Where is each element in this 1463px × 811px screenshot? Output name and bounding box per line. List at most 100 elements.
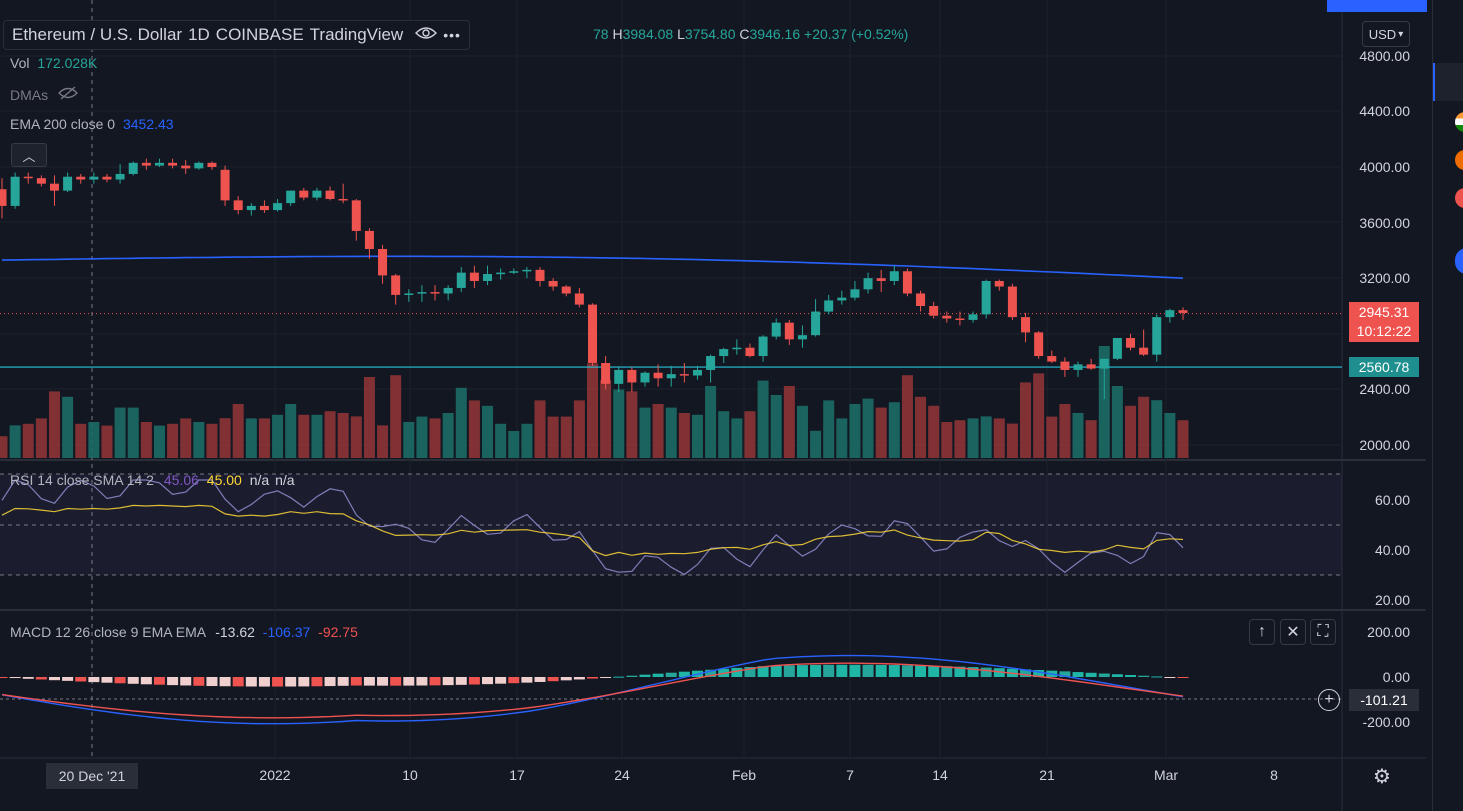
macd-value: -13.62 (215, 624, 255, 640)
macd-histogram-bar (153, 677, 165, 685)
symbol-title[interactable]: Ethereum / U.S. Dollar (12, 25, 183, 44)
candle-body (811, 311, 821, 336)
price-axis-label: 2400.00 (1359, 381, 1410, 398)
volume-bar (639, 407, 651, 458)
dmas-legend[interactable]: DMAs (10, 86, 78, 103)
candle-body (89, 176, 99, 180)
last-price-tag: 2945.31 10:12:22 (1349, 302, 1419, 342)
candle-body (942, 315, 952, 319)
date-axis-label: 17 (509, 767, 525, 783)
symbol-info-bar[interactable]: Ethereum / U.S. Dollar 1D COINBASE Tradi… (3, 20, 470, 50)
macd-histogram-bar (495, 677, 507, 684)
macd-histogram-bar (22, 677, 34, 679)
macd-legend[interactable]: MACD 12 26 close 9 EMA EMA -13.62 -106.3… (10, 624, 358, 640)
macd-histogram-bar (219, 677, 231, 687)
eye-hidden-icon[interactable] (58, 86, 78, 103)
macd-histogram-bar (731, 667, 743, 677)
volume-bar (731, 418, 743, 458)
candle-body (889, 271, 899, 281)
candle-body (548, 280, 558, 287)
volume-bar (35, 418, 47, 458)
top-toolbar-accent[interactable] (1327, 0, 1427, 12)
add-alert-button[interactable]: + (1318, 689, 1340, 711)
candle-body (1152, 317, 1162, 355)
volume-bar (783, 386, 795, 458)
right-sidebar[interactable] (1432, 0, 1463, 811)
move-pane-up-button[interactable]: ↑ (1249, 619, 1275, 645)
candle-body (902, 271, 912, 294)
volume-bar (429, 418, 441, 458)
macd-histogram-bar (613, 676, 625, 678)
volume-bar (245, 418, 257, 458)
collapse-legend-button[interactable]: ︿ (11, 143, 47, 167)
candle-body (955, 318, 965, 321)
sidebar-logo-icon[interactable] (1455, 248, 1463, 274)
macd-histogram-bar (285, 677, 297, 687)
chevron-up-icon: ︿ (22, 148, 36, 164)
macd-histogram-bar (311, 677, 323, 687)
volume-bar (993, 418, 1005, 458)
macd-histogram-bar (954, 666, 966, 677)
eye-icon[interactable] (415, 25, 438, 45)
macd-histogram-bar (88, 677, 100, 683)
maximize-pane-button[interactable]: ⛶ (1310, 619, 1336, 645)
sidebar-flag-icon-1[interactable] (1455, 112, 1463, 132)
more-options-icon[interactable]: ••• (443, 27, 461, 43)
rsi-legend[interactable]: RSI 14 close SMA 14 2 45.06 45.00 n/a n/… (10, 472, 295, 488)
macd-histogram-bar (1164, 677, 1176, 678)
volume-bar (573, 400, 585, 458)
sidebar-active-item[interactable] (1433, 63, 1463, 101)
candle-body (574, 293, 584, 305)
rsi-na-2: n/a (275, 472, 295, 488)
dmas-label: DMAs (10, 87, 49, 103)
macd-histogram-bar (1085, 672, 1097, 677)
volume-bar (482, 405, 494, 458)
volume-bar (547, 416, 559, 458)
macd-histogram-bar (193, 677, 205, 686)
symbol-interval[interactable]: 1D (188, 25, 210, 44)
candle-body (154, 162, 164, 166)
candle-body (601, 362, 611, 384)
macd-hist-value: -92.75 (318, 624, 358, 640)
candle-body (784, 322, 794, 340)
currency-selector[interactable]: USD ▾ (1362, 21, 1410, 47)
sidebar-flag-icon-3[interactable] (1455, 188, 1463, 208)
candle-body (981, 280, 991, 315)
volume-bar (862, 398, 874, 458)
candle-body (1112, 337, 1122, 359)
macd-histogram-bar (298, 677, 310, 687)
macd-histogram-bar (783, 665, 795, 677)
macd-histogram-bar (1177, 677, 1189, 678)
volume-bar (311, 414, 323, 458)
macd-histogram-bar (547, 677, 559, 682)
candle-body (63, 176, 73, 191)
macd-histogram-bar (75, 677, 87, 682)
price-axis-label: 4800.00 (1359, 47, 1410, 64)
close-pane-button[interactable]: ✕ (1280, 619, 1306, 645)
sidebar-flag-icon-2[interactable] (1455, 150, 1463, 170)
candle-body (483, 274, 493, 281)
date-axis-label: 21 (1039, 767, 1055, 783)
macd-histogram-bar (324, 677, 336, 687)
macd-histogram-bar (652, 673, 664, 677)
volume-bar (587, 363, 598, 458)
volume-legend[interactable]: Vol 172.028K (10, 55, 97, 71)
volume-bar (101, 425, 113, 458)
macd-histogram-bar (573, 677, 585, 680)
volume-bar (928, 405, 940, 458)
candle-body (23, 176, 33, 179)
candle-body (1060, 361, 1070, 370)
last-price-value: 2945.31 (1358, 304, 1410, 320)
rsi-sma-line (1, 504, 1184, 557)
close-label: C (739, 26, 750, 42)
macd-histogram-bar (140, 677, 152, 685)
ema-legend[interactable]: EMA 200 close 0 3452.43 (10, 116, 174, 132)
volume-bar (665, 407, 677, 458)
candle-body (115, 173, 125, 180)
volume-bar (678, 413, 690, 458)
candle-body (850, 289, 860, 298)
settings-gear-icon[interactable]: ⚙ (1373, 766, 1391, 788)
rsi-band (0, 474, 1342, 575)
date-axis-label: 24 (614, 767, 630, 783)
